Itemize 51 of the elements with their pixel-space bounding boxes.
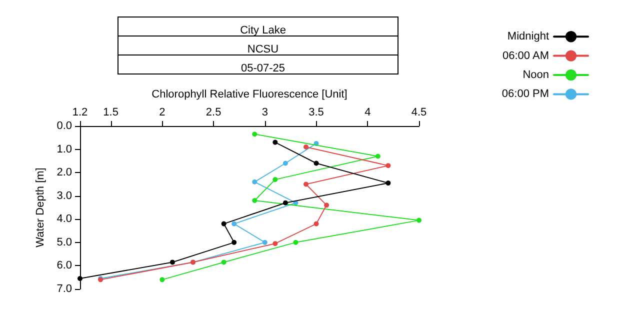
point bbox=[160, 277, 165, 282]
legend-label: Midnight bbox=[507, 30, 549, 43]
point bbox=[314, 221, 319, 226]
x-tick-label: 1.2 bbox=[72, 106, 88, 118]
point bbox=[314, 160, 319, 166]
point bbox=[252, 198, 258, 204]
point bbox=[262, 240, 268, 245]
point bbox=[252, 179, 258, 184]
point bbox=[386, 163, 391, 168]
point bbox=[78, 276, 82, 282]
point bbox=[221, 260, 226, 265]
legend-label: Noon bbox=[522, 69, 549, 81]
point bbox=[221, 221, 226, 226]
point bbox=[232, 221, 237, 226]
x-tick-label: 3 bbox=[262, 106, 268, 118]
text: 05-07-25 bbox=[240, 62, 286, 74]
y-tick-label: 7.0 bbox=[56, 283, 72, 295]
x-tick-label: 2 bbox=[159, 106, 166, 118]
y-tick-label: 2.0 bbox=[56, 166, 72, 179]
point bbox=[252, 132, 258, 137]
legend-label: 06:00 PM bbox=[502, 88, 549, 100]
x-tick-label: 4 bbox=[364, 106, 371, 118]
point bbox=[304, 182, 308, 187]
point bbox=[272, 241, 278, 246]
point bbox=[232, 240, 237, 245]
x-axis-title: Chlorophyll Relative Fluorescence [Unit] bbox=[152, 88, 348, 100]
chart-subtitle: NCSU bbox=[247, 44, 279, 56]
x-tick-label: 3.5 bbox=[308, 106, 324, 118]
y-tick-label: 0.0 bbox=[56, 120, 72, 132]
point bbox=[375, 154, 380, 159]
y-tick-label: 1.0 bbox=[56, 143, 72, 156]
y-tick-label: 5.0 bbox=[56, 236, 72, 248]
point bbox=[304, 144, 308, 150]
x-tick-label: 4.5 bbox=[411, 106, 427, 118]
chart-title: City Lake bbox=[240, 24, 286, 36]
y-tick-label: 3.0 bbox=[56, 190, 72, 202]
point bbox=[282, 200, 288, 206]
point bbox=[293, 240, 298, 245]
point bbox=[386, 180, 391, 186]
point bbox=[416, 218, 422, 223]
point bbox=[282, 160, 288, 166]
x-tick-label: 1.5 bbox=[103, 106, 118, 118]
point bbox=[272, 140, 278, 145]
legend-label: 06:00 AM bbox=[502, 50, 549, 62]
point bbox=[170, 260, 175, 265]
y-tick-label: 4.0 bbox=[56, 213, 72, 226]
point bbox=[324, 202, 330, 208]
x-tick-label: 2.5 bbox=[206, 106, 222, 118]
y-tick-label: 6.0 bbox=[56, 260, 72, 272]
point bbox=[272, 177, 278, 182]
y-axis-title: Water Depth [m] bbox=[34, 168, 46, 248]
